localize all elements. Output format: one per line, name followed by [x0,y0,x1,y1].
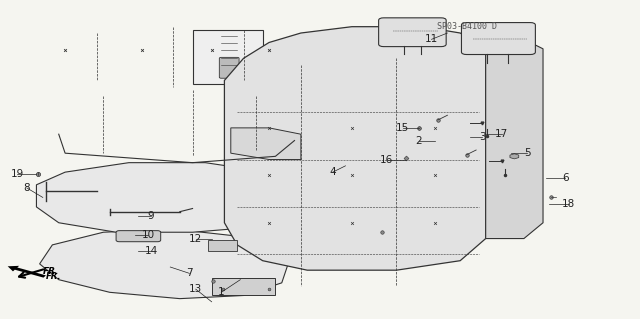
FancyBboxPatch shape [220,57,239,78]
Text: 9: 9 [148,211,154,221]
Polygon shape [231,128,301,160]
Polygon shape [36,163,294,232]
Text: 13: 13 [189,284,202,294]
Text: 12: 12 [189,234,202,243]
Text: 4: 4 [330,167,336,177]
Text: 8: 8 [24,183,30,193]
Text: 5: 5 [524,148,531,158]
Text: 2: 2 [415,136,422,145]
Text: 6: 6 [562,174,569,183]
Polygon shape [40,229,288,299]
Text: SP03-B4100 D: SP03-B4100 D [436,22,497,31]
Text: 19: 19 [11,169,24,179]
FancyArrow shape [8,266,46,278]
Text: 10: 10 [141,230,154,241]
Text: 1: 1 [218,287,225,297]
Text: FR.: FR. [46,272,61,281]
Text: 15: 15 [396,123,410,133]
FancyBboxPatch shape [193,30,262,84]
Text: 7: 7 [186,268,193,278]
Polygon shape [486,33,543,239]
Text: FR.: FR. [43,267,60,276]
FancyBboxPatch shape [379,18,446,47]
Text: 14: 14 [145,246,158,256]
Text: 17: 17 [495,129,508,139]
Polygon shape [225,27,486,270]
Text: 11: 11 [425,34,438,44]
Text: 16: 16 [380,154,394,165]
FancyBboxPatch shape [212,278,275,295]
FancyBboxPatch shape [116,231,161,242]
FancyBboxPatch shape [209,240,237,251]
Text: 18: 18 [562,199,575,209]
Text: 3: 3 [479,132,486,142]
FancyBboxPatch shape [461,23,536,55]
